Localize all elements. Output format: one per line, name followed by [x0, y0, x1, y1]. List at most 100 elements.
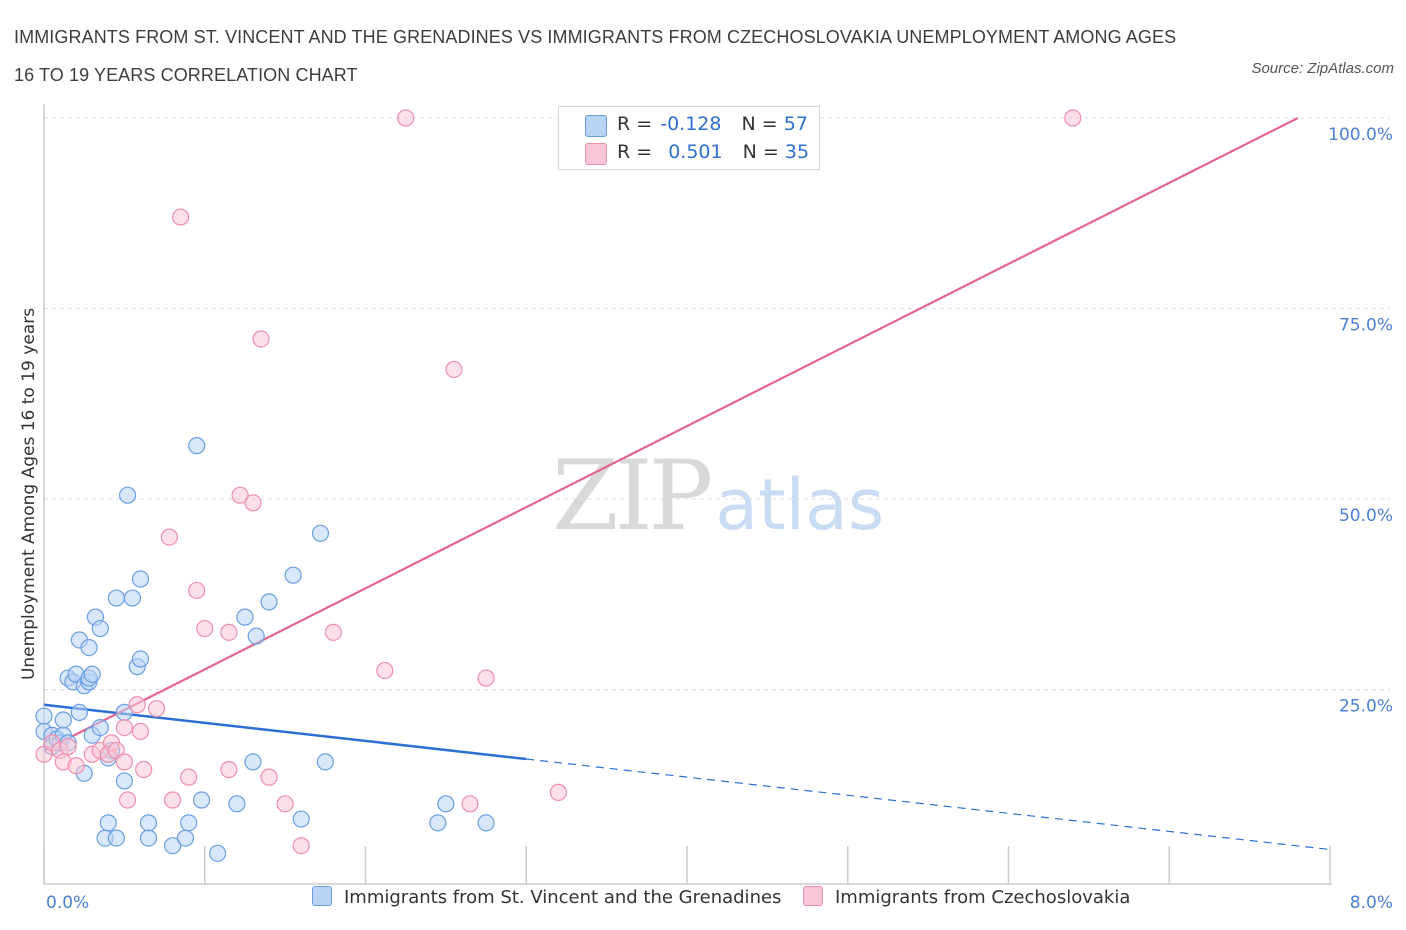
y-tick-label: 75.0%: [1339, 316, 1393, 336]
blue-point: [115, 772, 133, 790]
pink-point: [231, 486, 249, 504]
n-value: 35: [784, 141, 810, 163]
blue-point: [176, 829, 195, 847]
pink-point: [397, 109, 415, 127]
pink-point: [324, 623, 342, 641]
blue-point: [477, 814, 495, 832]
n-label: N =: [741, 113, 778, 135]
blue-point: [123, 589, 142, 607]
y-tick-label: 100.0%: [1328, 125, 1393, 145]
correlation-legend: R = -0.128 N = 57 R = 0.501 N = 35: [558, 106, 820, 170]
y-axis-label: Unemployment Among Ages 16 to 19 years: [19, 308, 39, 680]
blue-swatch: [585, 115, 607, 137]
blue-point: [284, 566, 302, 584]
blue-point: [83, 665, 101, 683]
pink-point: [147, 699, 166, 718]
y-tick-label: 50.0%: [1339, 506, 1393, 526]
legend-item-czechoslovakia: Immigrants from Czechoslovakia: [803, 886, 1130, 916]
blue-point: [316, 753, 334, 771]
pink-trend-line: [43, 117, 1299, 752]
r-value: 0.501: [668, 141, 723, 163]
watermark-zip: ZIP: [552, 440, 713, 552]
blue-point: [70, 703, 88, 721]
legend-label: Immigrants from St. Vincent and the Gren…: [344, 887, 782, 908]
pink-point: [115, 718, 133, 737]
pink-point: [244, 494, 262, 512]
blue-point: [91, 619, 109, 638]
pink-point: [220, 760, 238, 779]
blue-point: [131, 650, 150, 668]
chart-title: IMMIGRANTS FROM ST. VINCENT AND THE GREN…: [14, 27, 1177, 85]
pink-point: [1064, 109, 1082, 127]
blue-point: [107, 589, 125, 607]
blue-point: [91, 718, 109, 737]
blue-point: [35, 707, 53, 725]
legend-label: Immigrants from Czechoslovakia: [835, 887, 1131, 908]
pink-point: [180, 768, 198, 786]
blue-point: [99, 814, 117, 832]
pink-point: [131, 722, 150, 741]
pink-point: [59, 738, 77, 756]
pink-point: [118, 791, 137, 809]
pink-point: [135, 760, 153, 779]
r-label: R =: [617, 113, 653, 135]
pink-swatch: [585, 143, 607, 165]
blue-point: [228, 795, 246, 813]
x-tick-label: 0.0%: [46, 893, 89, 913]
pink-point: [67, 757, 85, 775]
legend-item-st-vincent: Immigrants from St. Vincent and the Gren…: [312, 886, 781, 916]
pink-point: [445, 360, 463, 379]
watermark: ZIPatlas: [552, 440, 884, 552]
blue-point: [192, 791, 211, 809]
blue-point: [139, 814, 158, 832]
blue-point: [180, 814, 198, 832]
blue-point: [236, 608, 254, 626]
pink-point: [128, 696, 146, 714]
pink-point: [160, 528, 178, 546]
x-tick-label: 8.0%: [1350, 893, 1393, 913]
blue-point: [139, 829, 158, 847]
r-value: -0.128: [660, 113, 722, 135]
blue-point: [107, 829, 125, 847]
pink-point: [188, 581, 206, 600]
blue-point: [247, 627, 265, 645]
pink-point: [260, 768, 278, 786]
blue-point: [429, 814, 447, 832]
tick-labels: 25.0% 50.0% 75.0% 100.0% 0.0% 8.0%: [46, 125, 1393, 913]
pink-swatch: [803, 886, 823, 906]
grid-lines: [44, 117, 1390, 690]
pink-point: [115, 753, 133, 771]
y-tick-label: 25.0%: [1339, 697, 1393, 717]
pink-point: [172, 208, 190, 226]
blue-point: [244, 753, 262, 771]
pink-point: [196, 619, 214, 638]
data-points: [35, 109, 1082, 862]
r-label: R =: [617, 141, 653, 163]
pink-point: [276, 795, 294, 813]
watermark-atlas: atlas: [715, 464, 885, 546]
pink-point: [376, 661, 394, 680]
blue-point: [80, 638, 98, 657]
pink-point: [477, 669, 495, 687]
blue-point: [292, 810, 310, 828]
n-value: 57: [783, 113, 808, 135]
pink-point: [252, 330, 270, 348]
blue-swatch: [312, 886, 332, 906]
trend-lines: [43, 117, 1331, 851]
blue-point: [131, 570, 150, 588]
blue-point: [54, 711, 72, 729]
n-label: N =: [742, 141, 779, 163]
blue-point: [118, 486, 137, 504]
blue-point: [188, 437, 206, 455]
blue-point: [260, 593, 278, 611]
blue-point: [311, 524, 330, 542]
pink-point: [220, 623, 238, 641]
pink-point: [461, 795, 479, 813]
blue-point: [437, 795, 455, 813]
pink-point: [292, 837, 310, 855]
pink-point: [549, 783, 568, 801]
blue-point: [164, 837, 182, 855]
source-note: Source: ZipAtlas.com: [1251, 60, 1394, 77]
pink-point: [164, 791, 182, 809]
